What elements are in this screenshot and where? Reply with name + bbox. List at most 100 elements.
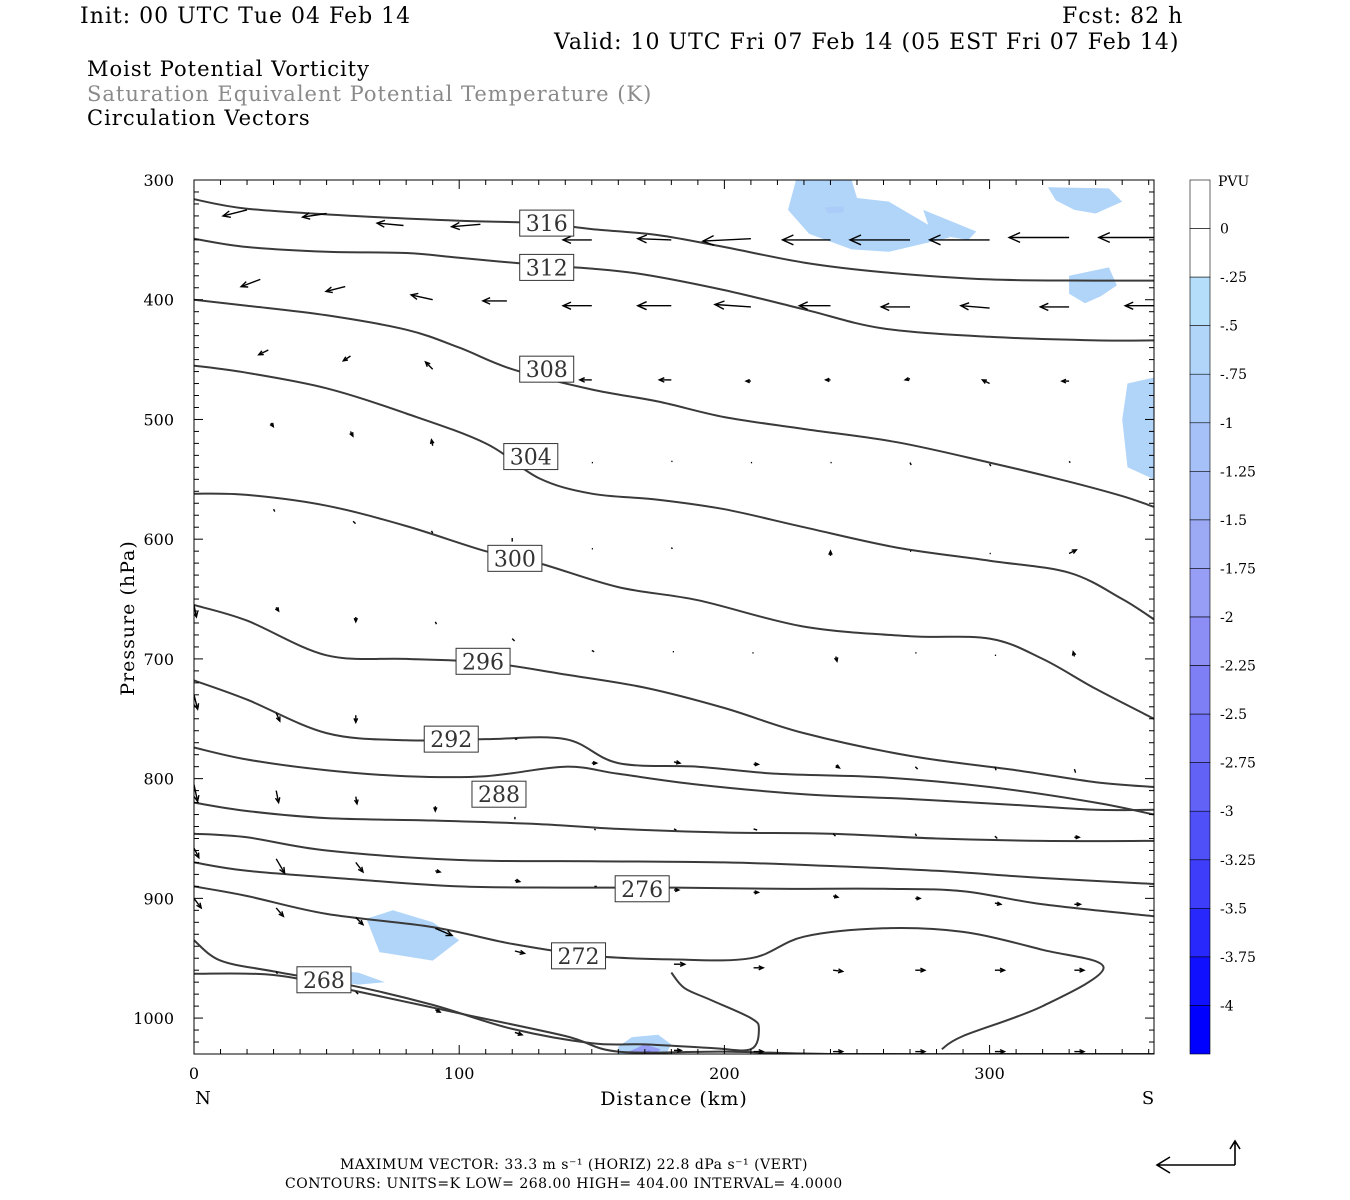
vector-head	[194, 703, 200, 711]
circulation-vector	[797, 301, 831, 311]
colorbar-level-label: -1.5	[1220, 513, 1247, 529]
vector-shaft	[302, 212, 327, 218]
colorbar-swatch	[1189, 713, 1211, 763]
vector-head	[196, 902, 203, 910]
circulation-vector	[349, 431, 354, 438]
field-title-vectors: Circulation Vectors	[87, 106, 311, 130]
vector-shaft	[1073, 768, 1077, 773]
vector-head	[449, 221, 461, 231]
circulation-vector	[915, 967, 927, 973]
vector-head	[996, 901, 1003, 906]
contour-312	[194, 237, 1154, 342]
contour-284	[194, 801, 1154, 843]
circulation-vector	[674, 961, 687, 967]
circulation-vector	[1097, 231, 1154, 244]
vector-head	[754, 890, 761, 895]
circulation-vector	[914, 833, 918, 837]
x-tick-label: 0	[189, 1064, 199, 1083]
circulation-vector	[352, 520, 356, 525]
circulation-vector	[221, 209, 248, 218]
vector-shaft	[832, 833, 836, 837]
vector-shaft	[1068, 460, 1071, 464]
vector-shaft	[673, 828, 677, 831]
x-tick-label: 200	[709, 1064, 740, 1083]
vector-head	[674, 887, 681, 893]
colorbar-level-label: 0	[1220, 222, 1229, 238]
vector-head	[409, 292, 419, 300]
contour-label-box	[519, 209, 575, 237]
colorbar-level-label: -3.25	[1220, 853, 1256, 869]
vector-head	[445, 930, 454, 937]
vector-head	[635, 234, 648, 244]
circulation-vector	[514, 949, 527, 955]
colorbar-level-label: -2.5	[1220, 707, 1247, 723]
colorbar-level-label: -.75	[1220, 367, 1247, 383]
colorbar-level-label: -1	[1220, 416, 1234, 432]
vector-shaft	[994, 835, 998, 839]
colorbar-level-label: -3.5	[1220, 901, 1247, 917]
circulation-vector	[194, 784, 200, 804]
pv-region	[366, 910, 460, 961]
circulation-vector	[275, 712, 281, 723]
circulation-vector	[355, 991, 359, 995]
contour-label-304: 304	[503, 443, 559, 471]
circulation-vector	[257, 349, 269, 356]
contour-label-box	[455, 647, 511, 675]
circulation-vector	[591, 649, 595, 653]
vector-head	[999, 1048, 1007, 1054]
vector-head	[744, 378, 750, 384]
pv-region	[1069, 267, 1117, 304]
circulation-vector	[824, 377, 831, 383]
circulation-vector	[635, 234, 672, 244]
circulation-vector	[879, 302, 910, 312]
circulation-vector	[994, 1048, 1007, 1054]
vector-head	[221, 210, 232, 218]
contour-label-text: 272	[558, 945, 600, 970]
vector-head	[837, 968, 845, 974]
circulation-vector	[674, 1047, 683, 1053]
contour-label-276: 276	[614, 875, 670, 903]
colorbar-level-label: -3	[1220, 804, 1234, 820]
circulation-vector	[275, 907, 285, 918]
circulation-vector	[275, 858, 286, 875]
colorbar-swatch	[1189, 616, 1211, 666]
colorbar-swatch	[1189, 859, 1211, 909]
colorbar-swatch	[1189, 519, 1211, 569]
colorbar-swatch	[1189, 568, 1211, 618]
vector-head	[679, 961, 687, 967]
vector-head	[758, 1048, 765, 1054]
circulation-vector	[1074, 835, 1081, 840]
vector-shaft	[960, 305, 990, 309]
circulation-vector	[1073, 768, 1077, 773]
colorbar-level-label: -2	[1220, 610, 1234, 626]
vector-head	[274, 797, 281, 805]
circulation-vector	[988, 463, 992, 467]
contour-300	[194, 492, 1154, 720]
vector-head	[1071, 549, 1078, 554]
pv-colorbar: PVU 0 -.25 -.5 -.75 -1 -1.25 -1.5 -1.75 -2 -2.25 -2…	[1189, 174, 1256, 1055]
colorbar-swatch	[1189, 956, 1211, 1006]
circulation-vector	[1068, 460, 1071, 464]
colorbar-swatch	[1189, 907, 1211, 958]
circulation-vector	[780, 234, 831, 246]
vector-shaft	[352, 520, 356, 525]
contour-268	[194, 939, 760, 1052]
contour-288	[194, 746, 1154, 812]
vector-shaft	[275, 971, 279, 975]
circulation-vector	[355, 917, 365, 926]
circulation-vector	[753, 890, 761, 895]
vector-head	[353, 799, 359, 806]
circulation-vector	[1007, 231, 1070, 244]
contour-label-text: 268	[303, 969, 345, 994]
circulation-vector	[429, 438, 435, 446]
vector-head	[1076, 901, 1083, 907]
contour-label-box	[519, 253, 575, 281]
vector-head	[758, 965, 765, 971]
colorbar-level-label: -2.75	[1220, 756, 1256, 772]
vector-head	[424, 360, 431, 367]
vector-shaft	[272, 508, 276, 512]
reference-vector-icon	[1155, 1139, 1241, 1174]
circulation-vector	[994, 967, 1007, 973]
circulation-vector-layer	[194, 209, 1154, 1054]
vector-shaft	[325, 285, 346, 293]
